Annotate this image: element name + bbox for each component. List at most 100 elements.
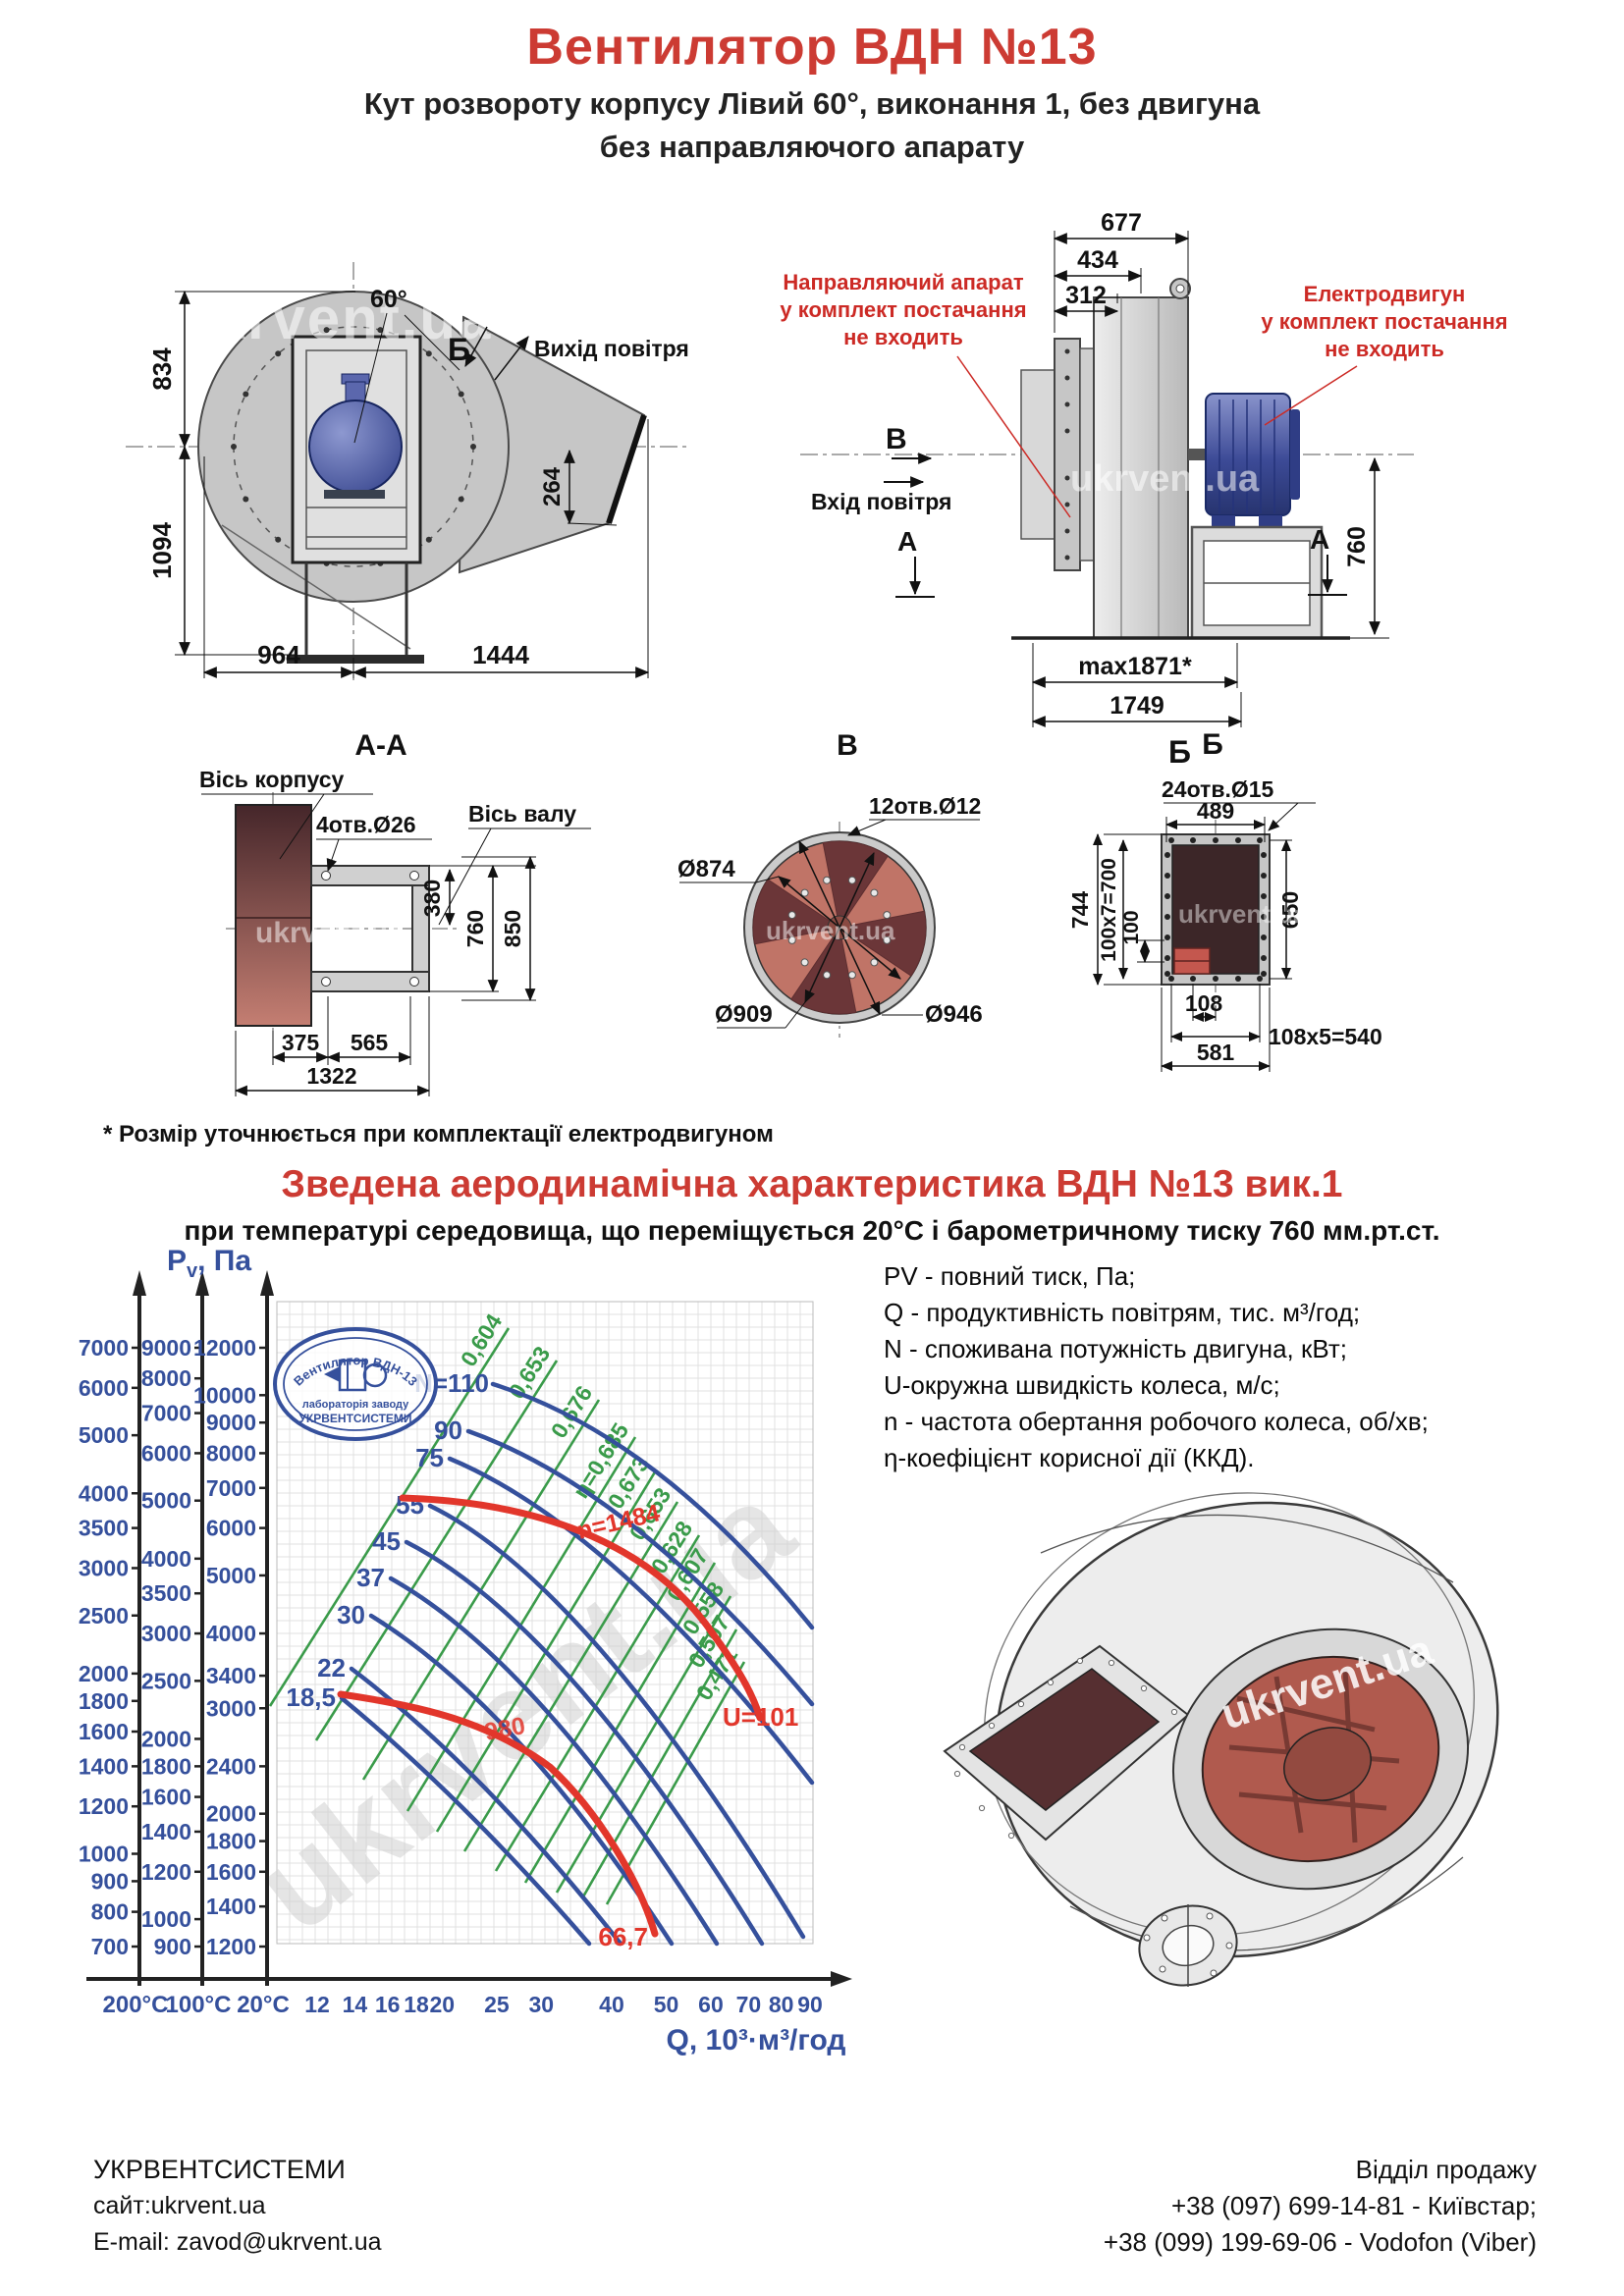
y-tick-label: 2000: [79, 1661, 129, 1686]
fan-3d-inlet: [1171, 1628, 1470, 1891]
note-guide-line1: Направляючий апарат: [783, 270, 1023, 294]
company-email[interactable]: E-mail: zavod@ukrvent.ua: [93, 2228, 382, 2256]
x-tick-label: 20: [429, 1992, 455, 2017]
temp-axis-label: 20°C: [237, 1992, 290, 2018]
section-aa-title: А-А: [354, 731, 406, 762]
dim-1749: 1749: [1110, 692, 1164, 720]
legend-line: Q - продуктивність повітрям, тис. м³/год…: [884, 1298, 1361, 1327]
y-tick-label: 7000: [206, 1475, 256, 1501]
page-subtitle-2: без направляючого апарату: [599, 130, 1025, 164]
label-shaft-axis: Вісь валу: [468, 801, 576, 827]
y-tick-label: 1600: [206, 1859, 256, 1885]
chart-legend: PV - повний тиск, Па; Q - продуктивність…: [884, 1258, 1610, 1476]
dim-850: 850: [500, 910, 525, 947]
dim-100x7: 100х7=700: [1098, 858, 1120, 962]
x-axis-title: Q, 10³·м³/год: [667, 2024, 846, 2056]
y-axis-title: Pv, Па: [167, 1245, 251, 1282]
page-subtitle-1: Кут розвороту корпусу Лівий 60°, виконан…: [363, 86, 1261, 121]
x-tick-label: 16: [375, 1992, 401, 2017]
y-tick-label: 2000: [206, 1801, 256, 1827]
y-tick-label: 900: [91, 1868, 129, 1894]
front-view-drawing: ukrvent.ua 834 1094 964 1444 264 60°: [126, 262, 689, 680]
note-motor-line2: у комплект постачання: [1261, 309, 1507, 334]
watermark: ukrvent.ua: [175, 286, 492, 351]
y-tick-label: 1800: [206, 1829, 256, 1854]
power-curve-label: 75: [415, 1443, 444, 1472]
dim-264: 264: [539, 466, 566, 507]
y-tick-label: 3500: [141, 1580, 191, 1606]
support-frame: [310, 865, 430, 992]
aero-title: Зведена аеродинамічна характеристика ВДН…: [281, 1163, 1343, 1205]
legend-line: n - частота обертання робочого колеса, о…: [884, 1407, 1429, 1436]
fan-3d-outlet: [943, 1644, 1190, 1842]
dim-d946: Ø946: [925, 1001, 983, 1028]
y-tick-label: 5000: [206, 1563, 256, 1588]
y-tick-label: 2500: [141, 1668, 191, 1693]
fan-3d-render: ukrvent.ua: [943, 1492, 1499, 1987]
air-in-label: Вхід повітря: [811, 489, 951, 514]
aero-chart: ukrvent.ua700800900100012001400160018002…: [79, 1245, 852, 2056]
y-tick-label: 1400: [79, 1753, 129, 1779]
logo-mid-text: лабораторія заводу: [302, 1399, 409, 1411]
power-curve-label: 30: [337, 1600, 365, 1629]
y-tick-label: 7000: [79, 1335, 129, 1361]
logo-bottom-text: УКРВЕНТСИСТЕМИ: [298, 1412, 411, 1425]
y-tick-label: 2000: [141, 1726, 191, 1751]
mark-b-bottom: Б: [1168, 734, 1191, 770]
y-tick-label: 1000: [79, 1842, 129, 1867]
dim-375: 375: [282, 1030, 320, 1055]
side-dim-lines: [884, 231, 1389, 727]
section-b-drawing: Б: [1067, 728, 1382, 1072]
efficiency-label: 0,676: [546, 1381, 598, 1443]
dim-108: 108: [1185, 990, 1223, 1016]
dim-434: 434: [1077, 246, 1118, 274]
dim-1444: 1444: [472, 640, 529, 669]
dim-100: 100: [1120, 910, 1143, 944]
sales-phone-2[interactable]: +38 (099) 199-69-06 - Vodofon (Viber): [1103, 2227, 1537, 2257]
x-tick-label: 60: [698, 1992, 724, 2017]
x-tick-label: 14: [343, 1992, 368, 2017]
y-tick-label: 1000: [141, 1906, 191, 1932]
x-tick-label: 12: [304, 1992, 330, 2017]
y-tick-label: 700: [91, 1934, 129, 1959]
y-tick-label: 9000: [141, 1335, 191, 1361]
y-tick-label: 3000: [141, 1621, 191, 1646]
note-motor-line1: Електродвигун: [1304, 282, 1466, 306]
y-tick-label: 2500: [79, 1603, 129, 1629]
y-tick-label: 10000: [193, 1382, 256, 1408]
red-notes: Направляючий апарат у комплект постачанн…: [780, 270, 1507, 361]
x-tick-label: 80: [769, 1992, 794, 2017]
y-tick-label: 3000: [79, 1555, 129, 1580]
sales-phone-1[interactable]: +38 (097) 699-14-81 - Київстар;: [1170, 2191, 1537, 2220]
angle-label: 60°: [370, 286, 407, 313]
legend-line: U-окружна швидкість колеса, м/с;: [884, 1370, 1280, 1400]
x-tick-label: 90: [797, 1992, 823, 2017]
label-4-holes: 4отв.Ø26: [316, 812, 416, 837]
power-curve-label: 90: [434, 1415, 462, 1445]
dim-312: 312: [1065, 282, 1107, 309]
dim-964: 964: [257, 640, 300, 669]
x-tick-label: 25: [484, 1992, 510, 2017]
company-site[interactable]: сайт:ukrvent.ua: [93, 2192, 266, 2219]
speed-label-u101: U=101: [723, 1702, 798, 1732]
section-mark-b: Б: [448, 332, 470, 367]
legend-line: η-коефіцієнт корисної дії (ККД).: [884, 1443, 1255, 1472]
y-tick-label: 1400: [141, 1819, 191, 1844]
temp-axis-label: 200°C: [103, 1992, 169, 2018]
b-dim-lines: [1093, 802, 1316, 1072]
legend-line: N - споживана потужність двигуна, кВт;: [884, 1334, 1347, 1363]
dim-max1871: max1871*: [1078, 653, 1192, 680]
power-curve-label: 37: [356, 1563, 385, 1592]
section-aa-drawing: А-А Вісь корпусу: [199, 731, 591, 1096]
mark-a-left: А: [897, 526, 917, 557]
dim-565: 565: [351, 1030, 389, 1055]
x-tick-label: 70: [736, 1992, 762, 2017]
y-tick-label: 2400: [206, 1753, 256, 1779]
x-tick-label: 18: [404, 1992, 429, 2017]
sales-dept-label: Відділ продажу: [1355, 2155, 1537, 2184]
dim-581: 581: [1197, 1040, 1235, 1065]
y-tick-label: 4000: [141, 1546, 191, 1572]
y-tick-label: 5000: [79, 1422, 129, 1448]
temp-axis-label: 100°C: [166, 1992, 232, 2018]
